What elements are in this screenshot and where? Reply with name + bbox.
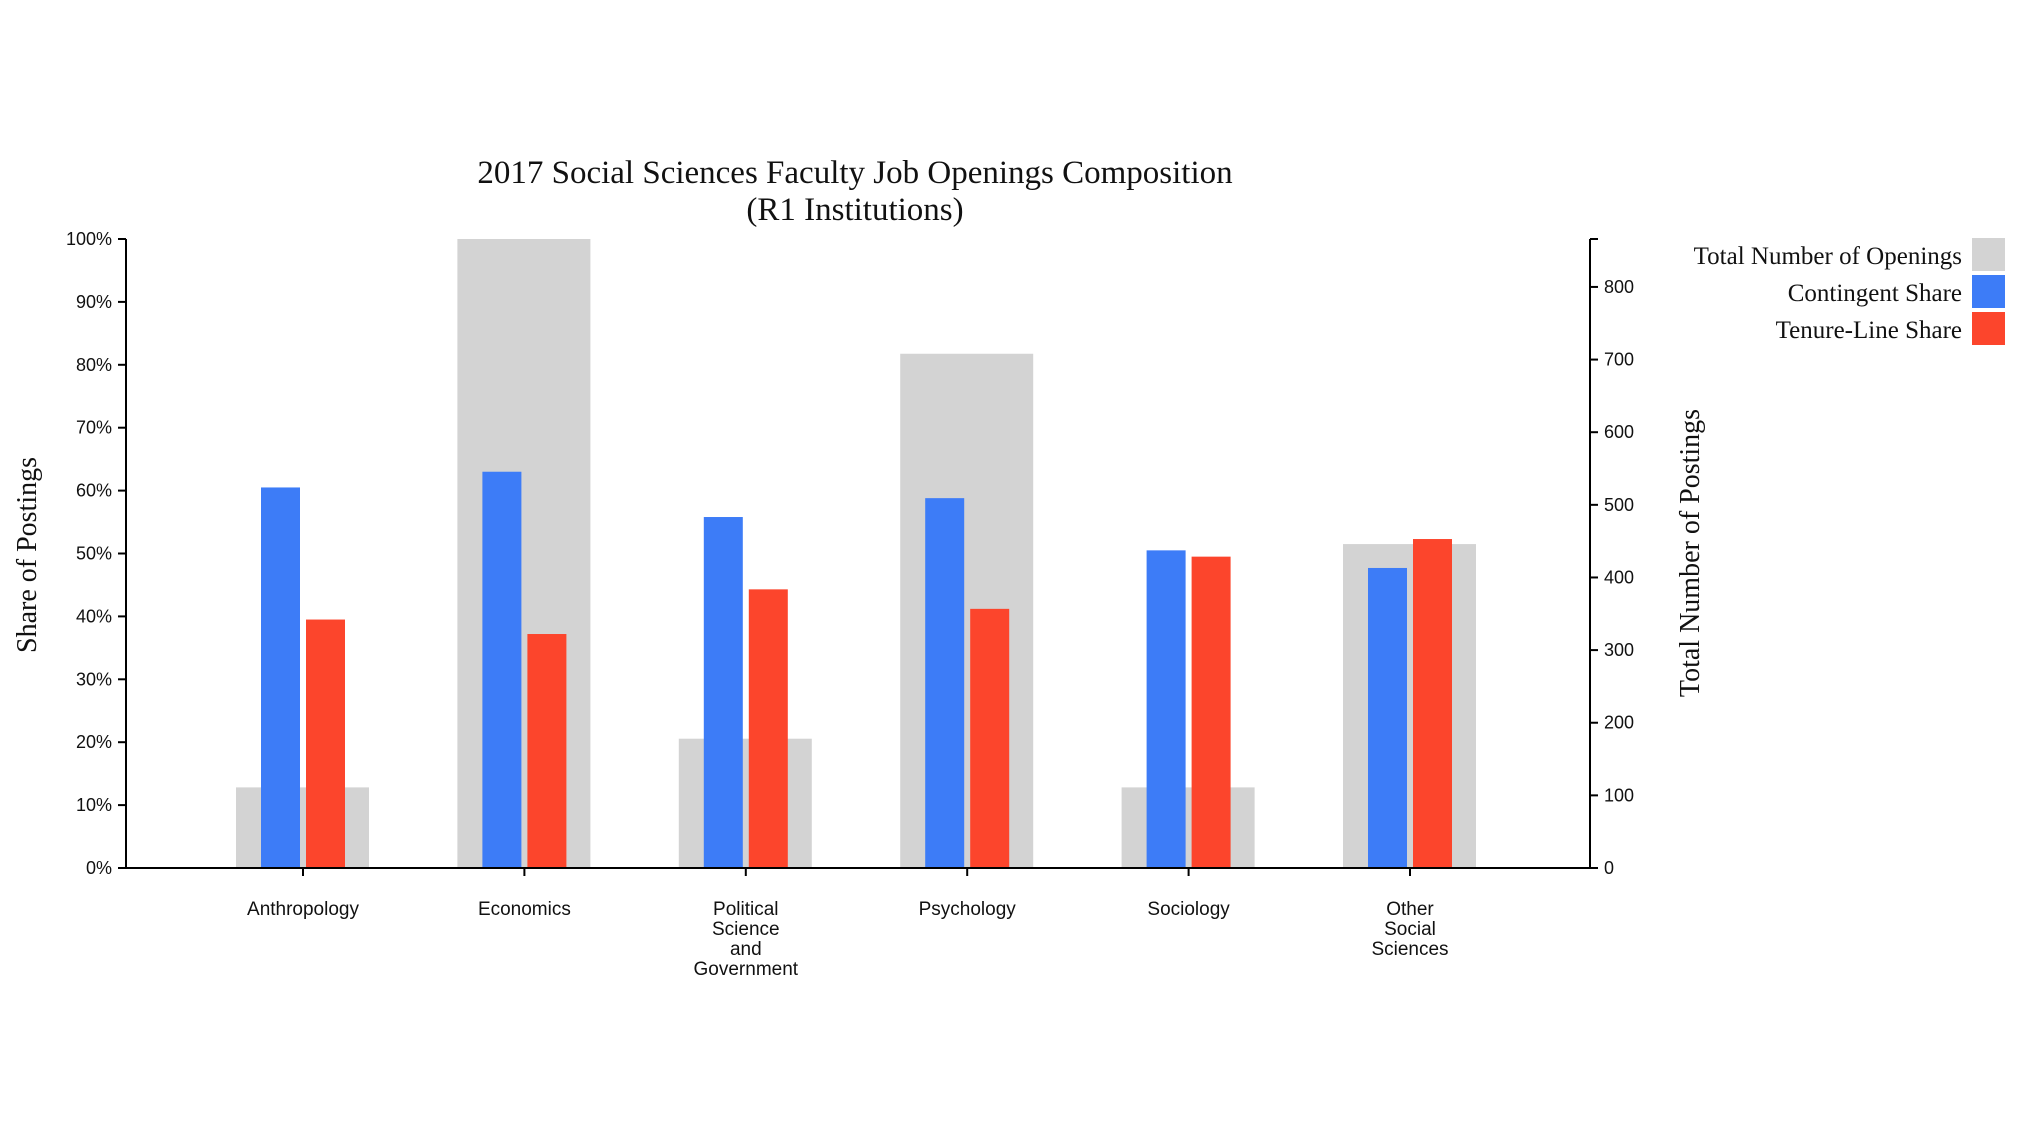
left-axis-tick-label: 90%: [76, 292, 112, 312]
total-openings-bar: [678, 738, 812, 868]
x-axis-tick-label: Psychology: [919, 899, 1017, 920]
right-axis-tick-label: 300: [1604, 640, 1634, 660]
contingent-share-bar: [261, 487, 300, 868]
tenure-share-bar: [748, 589, 788, 868]
x-axis-tick-label: Economics: [478, 899, 571, 920]
tenure-share-bar: [306, 619, 345, 868]
x-axis-tick-label: Political Science and Government: [694, 899, 799, 980]
tenure-share-bar: [1191, 556, 1231, 868]
contingent-share-bar: [482, 471, 522, 868]
contingent-share-bar: [703, 517, 743, 868]
left-axis-tick-label: 10%: [76, 795, 112, 815]
contingent-share-bars: [261, 471, 1407, 868]
chart-subtitle: (R1 Institutions): [746, 192, 963, 228]
right-axis-label: Total Number of Postings: [1675, 409, 1706, 697]
contingent-share-bar: [1368, 567, 1407, 868]
tenure-share-bar: [970, 608, 1010, 868]
left-axis-tick-label: 40%: [76, 606, 112, 626]
right-axis-tick-label: 700: [1604, 350, 1634, 370]
right-axis-tick-label: 400: [1604, 567, 1634, 587]
x-axis-tick-label: Anthropology: [247, 899, 359, 920]
left-y-axis: 0% 10% 20% 30% 40% 50% 60% 70% 80% 90% 100%: [66, 229, 127, 878]
left-axis-tick-label: 30%: [76, 669, 112, 689]
left-axis-tick-label: 80%: [76, 355, 112, 375]
right-axis-tick-label: 600: [1604, 422, 1634, 442]
total-openings-bar: [236, 787, 369, 868]
legend-swatch: [1972, 312, 2005, 345]
legend-swatch: [1972, 275, 2005, 308]
legend-label: Total Number of Openings: [1694, 243, 1962, 270]
right-axis-tick-label: 800: [1604, 277, 1634, 297]
total-openings-bar: [457, 239, 591, 868]
tenure-share-bars: [306, 539, 1452, 868]
right-axis-tick-label: 0: [1604, 858, 1614, 878]
left-axis-label: Share of Postings: [12, 457, 43, 653]
x-axis-tick-label: Sociology: [1147, 899, 1230, 920]
left-axis-tick-label: 50%: [76, 544, 112, 564]
chart-title: 2017 Social Sciences Faculty Job Opening…: [477, 155, 1232, 191]
legend-label: Tenure-Line Share: [1776, 317, 1962, 344]
left-axis-tick-label: 60%: [76, 481, 112, 501]
left-axis-tick-label: 0%: [86, 858, 112, 878]
left-axis-tick-label: 70%: [76, 418, 112, 438]
right-axis-tick-label: 200: [1604, 713, 1634, 733]
total-openings-bar: [900, 353, 1034, 868]
legend-swatch: [1972, 238, 2005, 271]
total-openings-bar: [1343, 544, 1476, 868]
left-axis-tick-label: 100%: [66, 229, 112, 249]
total-openings-bar: [1121, 787, 1255, 868]
x-axis: Anthropology Economics Political Science and…: [126, 867, 1590, 980]
right-axis-tick-label: 500: [1604, 495, 1634, 515]
total-openings-bars: [236, 239, 1476, 868]
legend: Total Number of Openings Contingent Share…: [1694, 238, 2005, 345]
contingent-share-bar: [1146, 550, 1186, 868]
tenure-share-bar: [527, 634, 567, 868]
tenure-share-bar: [1413, 539, 1452, 868]
contingent-share-bar: [925, 498, 965, 868]
x-axis-tick-label: Other Social Sciences: [1371, 899, 1448, 960]
left-axis-tick-label: 20%: [76, 732, 112, 752]
legend-label: Contingent Share: [1788, 280, 1962, 307]
right-axis-tick-label: 100: [1604, 785, 1634, 805]
right-y-axis: 0 100 200 300 400 500 600 700 800: [1589, 238, 1634, 878]
